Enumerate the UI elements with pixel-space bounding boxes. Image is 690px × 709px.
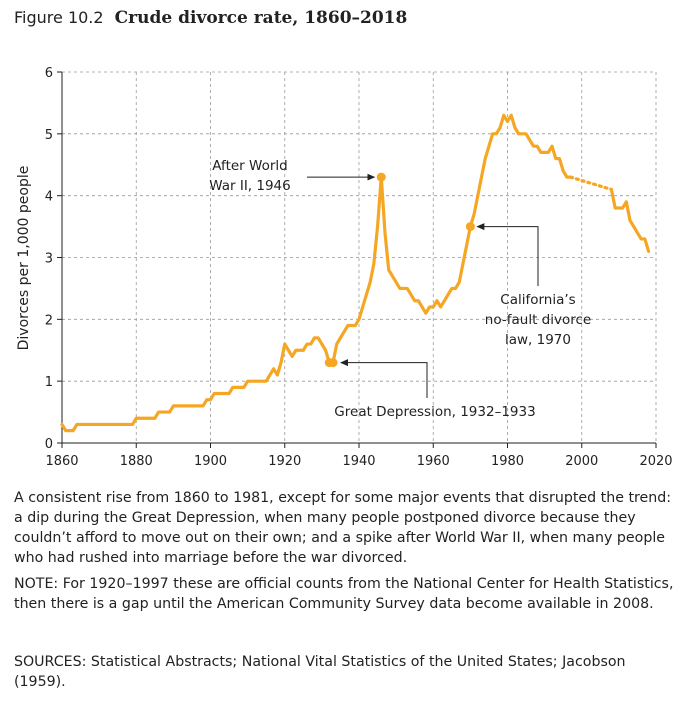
- x-tick-label: 1900: [194, 454, 227, 469]
- annotation-california-label: law, 1970: [505, 332, 571, 348]
- figure-title: Crude divorce rate, 1860–2018: [114, 8, 408, 28]
- y-tick-label: 3: [45, 252, 53, 267]
- y-tick-label: 0: [45, 437, 53, 452]
- x-tick-label: 1940: [342, 454, 375, 469]
- x-tick-label: 1880: [120, 454, 153, 469]
- x-tick-label: 2020: [639, 454, 672, 469]
- y-tick-label: 5: [45, 128, 53, 143]
- annotation-depression-arrow: [340, 359, 428, 398]
- figure-caption: A consistent rise from 1860 to 1981, exc…: [14, 490, 672, 566]
- chart-axes: [57, 71, 657, 448]
- y-tick-label: 1: [45, 375, 53, 390]
- data-series: [60, 113, 651, 433]
- highlight-point: [328, 358, 338, 368]
- divorce-rate-chart: 0 1 2 3 4 5 6 1860 1880 1900 1920 1940 1960 1980 2000 2…: [16, 66, 673, 469]
- y-tick-label: 2: [45, 313, 53, 328]
- annotation-ww2-label: After World: [212, 158, 287, 174]
- y-axis-label: Divorces per 1,000 people: [16, 166, 32, 351]
- annotation-california-label: no-fault divorce: [485, 312, 591, 328]
- series-line: [60, 113, 573, 433]
- highlight-point: [376, 172, 386, 182]
- grid-lines: [62, 71, 657, 443]
- series-gap-line: [569, 175, 614, 192]
- annotation-california-arrow: [476, 223, 539, 286]
- x-tick-label: 1860: [45, 454, 78, 469]
- figure-label: Figure 10.2: [14, 8, 104, 27]
- x-tick-label: 1920: [268, 454, 301, 469]
- annotation-depression-label: Great Depression, 1932–1933: [334, 404, 535, 420]
- figure-header: Figure 10.2 Crude divorce rate, 1860–201…: [14, 8, 407, 28]
- x-tick-label: 2000: [565, 454, 598, 469]
- highlight-point: [465, 222, 475, 232]
- annotation-california-label: California’s: [500, 292, 575, 308]
- y-tick-label: 6: [45, 66, 53, 81]
- highlight-points: [324, 172, 475, 368]
- series-line: [609, 187, 651, 253]
- figure-note: NOTE: For 1920–1997 these are official c…: [14, 576, 674, 612]
- annotation-ww2-label: War II, 1946: [209, 178, 291, 194]
- x-tick-label: 1980: [491, 454, 524, 469]
- figure-sources: SOURCES: Statistical Abstracts; National…: [14, 654, 626, 690]
- y-tick-label: 4: [45, 190, 53, 205]
- annotations: After World War II, 1946 California’s no-fa…: [209, 158, 591, 420]
- x-tick-label: 1960: [417, 454, 450, 469]
- tick-labels: 0 1 2 3 4 5 6 1860 1880 1900 1920 1940 1960 1980 2000 2…: [45, 66, 673, 469]
